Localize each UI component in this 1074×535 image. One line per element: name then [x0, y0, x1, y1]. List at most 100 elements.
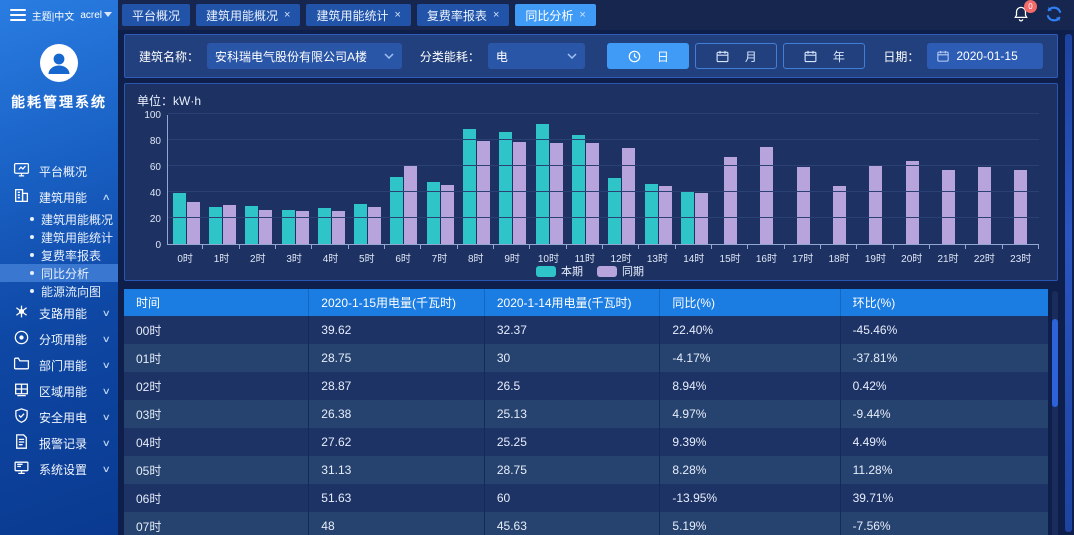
bar-previous-period[interactable]: [295, 211, 309, 244]
x-axis-label: 3时: [286, 254, 302, 265]
tab-close-icon[interactable]: ×: [492, 9, 500, 21]
table-cell: 25.13: [484, 400, 661, 428]
bar-current-period[interactable]: [390, 176, 404, 244]
bar-current-period[interactable]: [317, 208, 331, 244]
legend-item-0[interactable]: 本期: [536, 263, 583, 279]
sidebar-item-2[interactable]: 支路用能 ∨: [0, 300, 118, 326]
page-scrollbar[interactable]: [1065, 34, 1072, 532]
sidebar-subitem-1-3[interactable]: 同比分析: [0, 264, 118, 282]
area-icon: [13, 381, 30, 401]
bar-current-period[interactable]: [245, 206, 259, 244]
user-menu[interactable]: acrel: [80, 10, 112, 21]
bar-previous-period[interactable]: [440, 184, 454, 244]
chevron-down-icon: ∨: [102, 463, 112, 474]
tab-4[interactable]: 同比分析 ×: [515, 4, 596, 26]
refresh-icon[interactable]: [1044, 4, 1064, 27]
branch-icon: [13, 303, 30, 323]
bar-previous-period[interactable]: [585, 142, 599, 244]
table-scrollbar-thumb[interactable]: [1052, 319, 1058, 407]
sidebar-item-0[interactable]: 平台概况: [0, 158, 118, 184]
bar-group: [168, 115, 204, 244]
axis-tick: [312, 245, 349, 249]
bar-current-period[interactable]: [426, 181, 440, 244]
bar-group: [930, 115, 966, 244]
sidebar-item-8[interactable]: 系统设置 ∨: [0, 456, 118, 482]
sidebar-subitem-1-2[interactable]: 复费率报表: [0, 246, 118, 264]
bar-previous-period[interactable]: [694, 192, 708, 244]
sidebar-subitem-1-0[interactable]: 建筑用能概况: [0, 210, 118, 228]
sidebar-item-6[interactable]: 安全用电 ∨: [0, 404, 118, 430]
period-button-1[interactable]: 月: [695, 43, 778, 69]
sidebar-subitem-1-1[interactable]: 建筑用能统计: [0, 228, 118, 246]
tab-2[interactable]: 建筑用能统计 ×: [306, 4, 411, 26]
period-button-0[interactable]: 日: [607, 43, 690, 69]
sidebar-item-1[interactable]: 建筑用能 ∧: [0, 184, 118, 210]
energy-type-select[interactable]: 电: [487, 43, 586, 69]
bar-previous-period[interactable]: [724, 156, 738, 244]
bar-current-period[interactable]: [208, 206, 222, 244]
bar-previous-period[interactable]: [760, 146, 774, 244]
table-row: 02时 28.87 26.5 8.94% 0.42%: [124, 372, 1048, 400]
sidebar-item-4[interactable]: 部门用能 ∨: [0, 352, 118, 378]
legend-label: 本期: [561, 266, 583, 278]
table-cell: 4.49%: [840, 428, 1048, 456]
bar-current-period[interactable]: [571, 134, 585, 244]
bar-current-period[interactable]: [499, 131, 513, 244]
x-axis-label: 16时: [755, 254, 777, 265]
bar-group: [531, 115, 567, 244]
bar-current-period[interactable]: [535, 123, 549, 244]
bar-previous-period[interactable]: [549, 142, 563, 244]
tab-close-icon[interactable]: ×: [579, 9, 586, 21]
sidebar-item-7[interactable]: 报警记录 ∨: [0, 430, 118, 456]
bar-group: [858, 115, 894, 244]
theme-language-label[interactable]: 主题|中文: [31, 11, 75, 23]
sidebar-item-5[interactable]: 区域用能 ∨: [0, 378, 118, 404]
axis-tick: [821, 245, 858, 249]
bar-previous-period[interactable]: [622, 148, 636, 244]
table-scrollbar[interactable]: [1052, 291, 1058, 535]
bar-group: [785, 115, 821, 244]
bar-previous-period[interactable]: [978, 167, 992, 244]
bar-previous-period[interactable]: [368, 206, 382, 244]
bar-current-period[interactable]: [608, 177, 622, 244]
bar-previous-period[interactable]: [186, 201, 200, 244]
bar-previous-period[interactable]: [513, 141, 527, 244]
axis-tick: [1003, 245, 1039, 249]
bar-previous-period[interactable]: [658, 186, 672, 244]
bar-current-period[interactable]: [354, 203, 368, 244]
bar-previous-period[interactable]: [259, 209, 273, 244]
tab-bar: 平台概况 建筑用能概况 × 建筑用能统计 × 复费率报表 × 同比分析 ×: [122, 4, 1012, 26]
bar-previous-period[interactable]: [477, 140, 491, 244]
notification-bell-icon[interactable]: 0: [1012, 0, 1037, 26]
bar-current-period[interactable]: [281, 209, 295, 244]
chevron-down-icon: ∨: [102, 437, 112, 448]
tab-3[interactable]: 复费率报表 ×: [416, 4, 510, 26]
bar-current-period[interactable]: [463, 128, 477, 244]
bar-previous-period[interactable]: [331, 211, 345, 244]
bar-previous-period[interactable]: [222, 205, 236, 244]
legend-item-1[interactable]: 同期: [597, 263, 644, 279]
tab-close-icon[interactable]: ×: [394, 9, 401, 21]
period-button-2[interactable]: 年: [783, 43, 866, 69]
date-picker[interactable]: 2020-01-15: [927, 43, 1043, 69]
tab-close-icon[interactable]: ×: [284, 9, 291, 21]
bar-previous-period[interactable]: [869, 165, 883, 244]
bar-previous-period[interactable]: [832, 185, 846, 244]
bar-previous-period[interactable]: [796, 167, 810, 244]
bar-current-period[interactable]: [644, 183, 658, 244]
bar-current-period[interactable]: [172, 192, 186, 244]
tab-1[interactable]: 建筑用能概况 ×: [196, 4, 301, 26]
notification-badge: 0: [1024, 0, 1037, 13]
sidebar-subitem-1-4[interactable]: 能源流向图: [0, 282, 118, 300]
hamburger-menu-icon[interactable]: [10, 9, 26, 21]
chevron-down-icon: ∨: [102, 333, 112, 344]
building-select[interactable]: 安科瑞电气股份有限公司A楼: [207, 43, 402, 69]
table-cell: 8.94%: [659, 372, 841, 400]
bar-previous-period[interactable]: [905, 160, 919, 244]
bar-previous-period[interactable]: [1014, 169, 1028, 244]
data-table-panel: 时间 2020-1-15用电量(千瓦时) 2020-1-14用电量(千瓦时) 同比(%…: [124, 289, 1058, 535]
tab-0[interactable]: 平台概况: [122, 4, 191, 26]
sidebar-item-3[interactable]: 分项用能 ∨: [0, 326, 118, 352]
bar-previous-period[interactable]: [941, 169, 955, 244]
bar-previous-period[interactable]: [404, 166, 418, 244]
